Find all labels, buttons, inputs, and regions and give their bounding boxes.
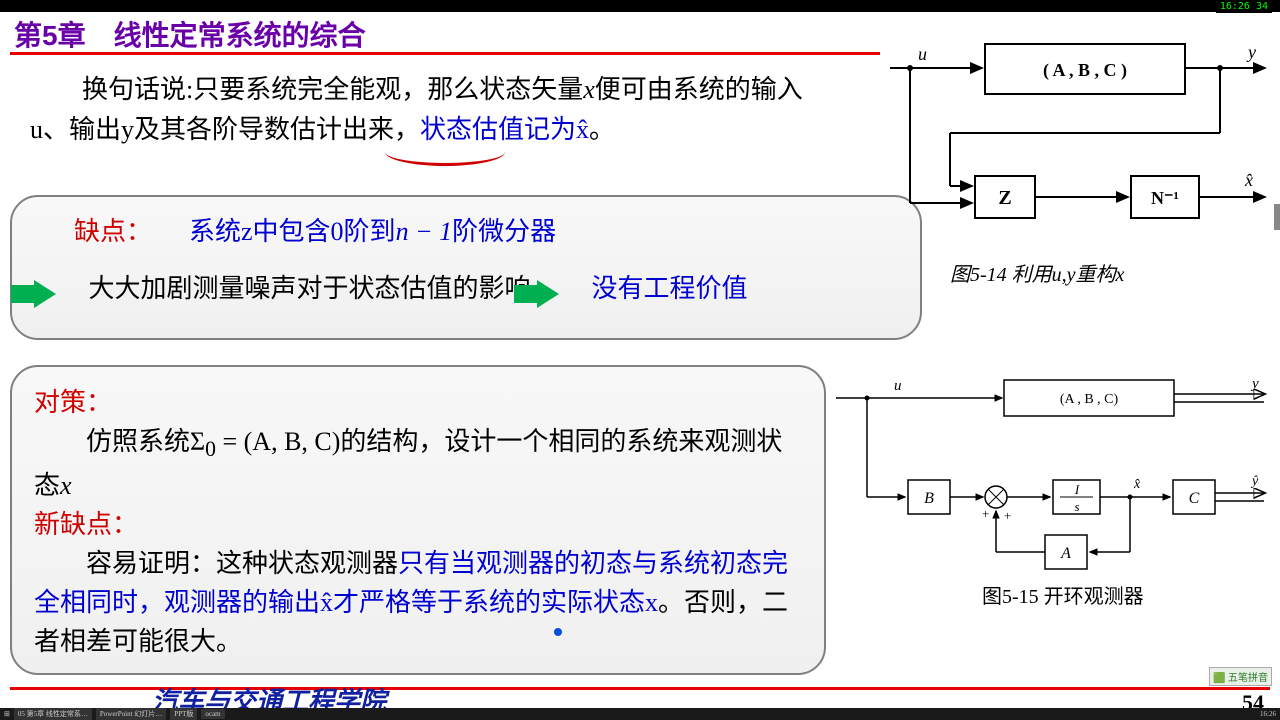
svg-text:I: I	[1074, 482, 1080, 497]
figure-5-14: u ( A , B , C ) y Z N⁻¹ x̂	[890, 28, 1270, 268]
new-drawback-label: 新缺点：	[34, 510, 138, 539]
arrow-icon	[34, 280, 56, 308]
fig514-u: u	[918, 44, 927, 64]
strategy-x: x	[60, 471, 72, 500]
figure-5-15: u (A , B , C) y B + + I s x̂ C ŷ A	[832, 372, 1272, 582]
taskbar-item[interactable]: 05 第5章 线性定常系…	[14, 708, 92, 720]
strategy-sub: 0	[205, 437, 216, 461]
drawback-line3: 没有工程价值	[592, 274, 748, 303]
svg-text:+: +	[982, 506, 989, 521]
p1-blue: 状态估值记为x̂	[420, 115, 589, 144]
drawback-box: 缺点： 系统z中包含0阶到n − 1阶微分器 大大加剧测量噪声对于状态估值的影响…	[10, 195, 922, 340]
strategy-label: 对策：	[34, 388, 112, 417]
fig515-c: C	[1189, 490, 1200, 507]
fig514-n: N⁻¹	[1151, 188, 1179, 208]
nd-a: 容易证明：这种状态观测器	[86, 549, 398, 578]
drawback-line2: 大大加剧测量噪声对于状态估值的影响	[89, 274, 531, 303]
taskbar[interactable]: ⊞ 05 第5章 线性定常系… PowerPoint 幻灯片… PPT版 oca…	[0, 708, 1280, 720]
drawback-label: 缺点：	[74, 217, 152, 246]
start-icon[interactable]: ⊞	[4, 710, 10, 718]
p1-end: 。	[589, 115, 615, 144]
hand-underline	[385, 152, 505, 166]
system-tray[interactable]: 16:26	[1260, 710, 1276, 718]
strategy-text-a: 仿照系统Σ	[86, 427, 205, 456]
tray-time: 16:26	[1260, 710, 1276, 718]
fig514-abc: ( A , B , C )	[1043, 60, 1127, 81]
chapter-title: 第5章 线性定常系统的综合	[14, 14, 366, 54]
top-bar	[0, 0, 1280, 12]
fig515-abc: (A , B , C)	[1060, 392, 1119, 407]
fig515-b: B	[924, 490, 934, 507]
fig515-caption: 图5-15 开环观测器	[982, 580, 1144, 609]
scroll-indicator[interactable]	[1274, 204, 1280, 230]
taskbar-item[interactable]: ocam	[201, 709, 224, 719]
p1-x: x	[583, 75, 595, 104]
p1-a: 换句话说:只要系统完全能观，那么状态矢量	[82, 75, 583, 104]
fig515-a: A	[1060, 545, 1071, 562]
drawback-text-b: n − 1	[396, 217, 453, 246]
fig515-yhat: ŷ	[1250, 474, 1259, 489]
drawback-text-c: 阶微分器	[452, 217, 556, 246]
fig514-caption: 图5-14 利用u,y重构x	[950, 258, 1124, 287]
fig514-y: y	[1246, 42, 1256, 62]
intro-paragraph: 换句话说:只要系统完全能观，那么状态矢量x便可由系统的输入u、输出y及其各阶导数…	[30, 70, 820, 151]
fig514-xhat: x̂	[1244, 170, 1253, 190]
clock: 16:26 34	[1216, 0, 1272, 13]
svg-text:s: s	[1074, 499, 1079, 514]
fig514-z: Z	[998, 187, 1011, 209]
drawback-text-a: 系统z中包含0阶到	[189, 217, 396, 246]
taskbar-item[interactable]: PowerPoint 幻灯片…	[96, 708, 166, 720]
taskbar-item[interactable]: PPT版	[170, 708, 197, 720]
fig515-y: y	[1250, 376, 1259, 392]
svg-text:+: +	[1004, 508, 1011, 523]
strategy-box: 对策： 仿照系统Σ0 = (A, B, C)的结构，设计一个相同的系统来观测状态…	[10, 365, 826, 675]
title-underline	[10, 52, 880, 55]
fig515-u: u	[894, 378, 902, 394]
ime-badge: 🟩 五笔拼音	[1209, 667, 1272, 686]
arrow-icon	[537, 280, 559, 308]
cursor-dot	[554, 628, 562, 636]
fig515-xhat: x̂	[1133, 477, 1141, 492]
